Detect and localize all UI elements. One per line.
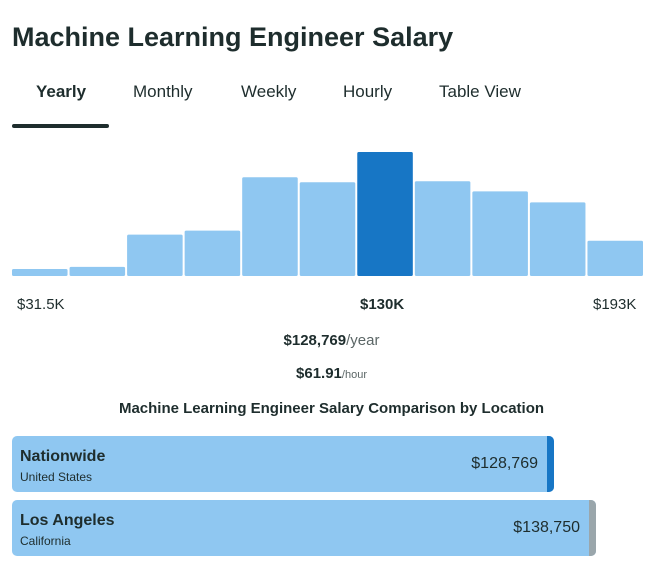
location-salary: $128,769 — [471, 455, 538, 472]
tab-hourly[interactable]: Hourly — [343, 82, 393, 101]
location-name: Nationwide — [20, 448, 106, 465]
histogram-bar-median — [357, 152, 413, 276]
histogram-bar — [184, 230, 241, 276]
salary-histogram — [12, 152, 643, 276]
location-salary: $138,750 — [513, 519, 580, 536]
range-max-label: $193K — [593, 296, 637, 313]
tab-table-view[interactable]: Table View — [439, 82, 521, 101]
tab-weekly[interactable]: Weekly — [241, 82, 297, 101]
location-bar-edge — [547, 436, 554, 492]
tab-yearly[interactable]: Yearly — [36, 82, 87, 101]
histogram-bar — [529, 202, 586, 276]
location-bar-los-angeles: Los Angeles California $138,750 — [12, 500, 596, 556]
location-name: Los Angeles — [20, 512, 115, 529]
location-subtitle: California — [20, 534, 71, 548]
histogram-bar — [587, 240, 643, 276]
range-min-label: $31.5K — [17, 296, 65, 313]
active-tab-indicator — [12, 124, 109, 128]
histogram-bar — [472, 191, 528, 276]
average-hourly-unit: /hour — [341, 369, 367, 381]
average-yearly-value: $128,769 — [283, 332, 347, 349]
average-hourly: $61.91/hour — [0, 365, 663, 382]
comparison-title: Machine Learning Engineer Salary Compari… — [118, 400, 545, 417]
period-tabs: Yearly Monthly Weekly Hourly Table View — [12, 78, 652, 130]
histogram-bar — [299, 182, 356, 276]
histogram-bar — [12, 268, 68, 276]
histogram-bar — [414, 181, 471, 276]
tab-monthly[interactable]: Monthly — [133, 82, 193, 101]
range-median-label: $130K — [360, 296, 405, 313]
histogram-bar — [127, 234, 183, 276]
location-bar-edge — [589, 500, 596, 556]
page-title: Machine Learning Engineer Salary — [12, 22, 454, 52]
average-yearly-unit: /year — [346, 332, 380, 349]
location-subtitle: United States — [20, 470, 93, 484]
average-hourly-value: $61.91 — [296, 365, 342, 382]
average-yearly: $128,769/year — [0, 332, 663, 349]
histogram-bar — [242, 177, 298, 276]
histogram-bar — [69, 266, 126, 276]
location-bar-nationwide: Nationwide United States $128,769 — [12, 436, 554, 492]
